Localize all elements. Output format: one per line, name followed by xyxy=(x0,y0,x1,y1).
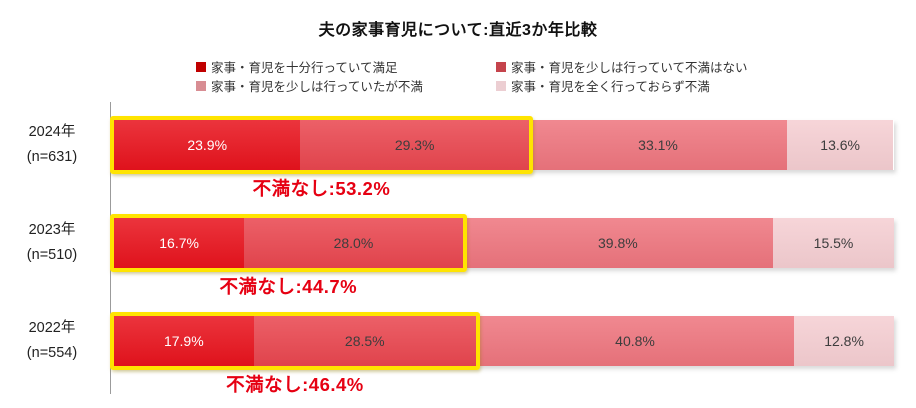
year-label: 2023年 xyxy=(28,221,76,238)
legend-label: 家事・育児を少しは行っていたが不満 xyxy=(211,80,423,94)
bar-segment-some-no-complaint: 29.3% xyxy=(300,120,529,170)
category-label: 2022年 (n=554) xyxy=(2,316,102,366)
bar-segment-some-no-complaint: 28.5% xyxy=(253,316,476,366)
category-label: 2023年 (n=510) xyxy=(2,218,102,268)
legend-item-none-dissatisfied: 家事・育児を全く行っておらず不満 xyxy=(496,76,748,95)
annotation-label: 不満なし:44.7% xyxy=(219,276,358,297)
value-label: 28.5% xyxy=(344,333,385,349)
legend-label: 家事・育児を少しは行っていて不満はない xyxy=(511,61,748,75)
value-label: 12.8% xyxy=(824,333,864,349)
annotation: 不満なし:46.4% xyxy=(114,371,476,397)
annotation-label: 不満なし:46.4% xyxy=(226,374,364,395)
value-label: 28.0% xyxy=(333,235,374,251)
sample-size-label: (n=554) xyxy=(26,345,78,361)
sample-size-label: (n=510) xyxy=(26,247,78,263)
bar-segment-none-dissatisfied: 12.8% xyxy=(794,316,894,366)
year-label: 2024年 xyxy=(28,123,76,140)
value-label: 16.7% xyxy=(159,235,199,251)
legend-swatch-icon xyxy=(496,61,506,72)
chart-title: 夫の家事育児について:直近3か年比較 xyxy=(318,22,598,39)
legend-swatch-icon xyxy=(196,61,206,72)
stacked-bar: 16.7% 28.0% 39.8% 15.5% xyxy=(110,214,894,272)
legend-swatch-icon xyxy=(496,80,506,91)
bar-segment-satisfied: 23.9% xyxy=(114,120,301,170)
year-label: 2022年 xyxy=(28,319,76,336)
legend: 家事・育児を十分行っていて満足 家事・育児を少しは行っていて不満はない 家事・育… xyxy=(196,57,748,95)
bar-segment-some-dissatisfied: 39.8% xyxy=(462,218,774,268)
bar-segment-some-no-complaint: 28.0% xyxy=(244,218,463,268)
value-label: 33.1% xyxy=(638,137,678,153)
bar-segment-some-dissatisfied: 40.8% xyxy=(475,316,795,366)
value-label: 39.8% xyxy=(598,235,638,251)
value-label: 29.3% xyxy=(394,137,435,153)
bar-segment-none-dissatisfied: 13.6% xyxy=(787,120,894,170)
plot-area: 2024年 (n=631) 23.9% 29.3% 33.1% 13.6% 不満… xyxy=(0,100,916,400)
stacked-bar: 17.9% 28.5% 40.8% 12.8% xyxy=(110,312,894,370)
value-label: 17.9% xyxy=(163,333,204,349)
bar-segment-some-dissatisfied: 33.1% xyxy=(528,120,788,170)
legend-label: 家事・育児を十分行っていて満足 xyxy=(211,61,398,75)
bar-segment-none-dissatisfied: 15.5% xyxy=(773,218,894,268)
chart-row-2022: 2022年 (n=554) 17.9% 28.5% 40.8% 12.8% 不満… xyxy=(0,312,916,408)
annotation: 不満なし:44.7% xyxy=(114,273,463,299)
chart-row-2023: 2023年 (n=510) 16.7% 28.0% 39.8% 15.5% 不満… xyxy=(0,214,916,314)
sample-size-label: (n=631) xyxy=(26,149,78,165)
bar-segment-satisfied: 17.9% xyxy=(114,316,254,366)
stacked-bar: 23.9% 29.3% 33.1% 13.6% xyxy=(110,116,894,174)
category-label: 2024年 (n=631) xyxy=(2,120,102,170)
legend-swatch-icon xyxy=(196,80,206,91)
value-label: 15.5% xyxy=(813,235,854,251)
legend-item-some-no-complaint: 家事・育児を少しは行っていて不満はない xyxy=(496,57,748,76)
value-label: 40.8% xyxy=(615,333,655,349)
legend-item-satisfied: 家事・育児を十分行っていて満足 xyxy=(196,57,496,76)
annotation: 不満なし:53.2% xyxy=(114,175,529,201)
annotation-label: 不満なし:53.2% xyxy=(252,178,391,199)
legend-item-some-dissatisfied: 家事・育児を少しは行っていたが不満 xyxy=(196,76,496,95)
value-label: 23.9% xyxy=(187,137,228,153)
legend-label: 家事・育児を全く行っておらず不満 xyxy=(511,80,710,94)
chart-row-2024: 2024年 (n=631) 23.9% 29.3% 33.1% 13.6% 不満… xyxy=(0,116,916,216)
bar-segment-satisfied: 16.7% xyxy=(114,218,245,268)
value-label: 13.6% xyxy=(820,137,860,153)
